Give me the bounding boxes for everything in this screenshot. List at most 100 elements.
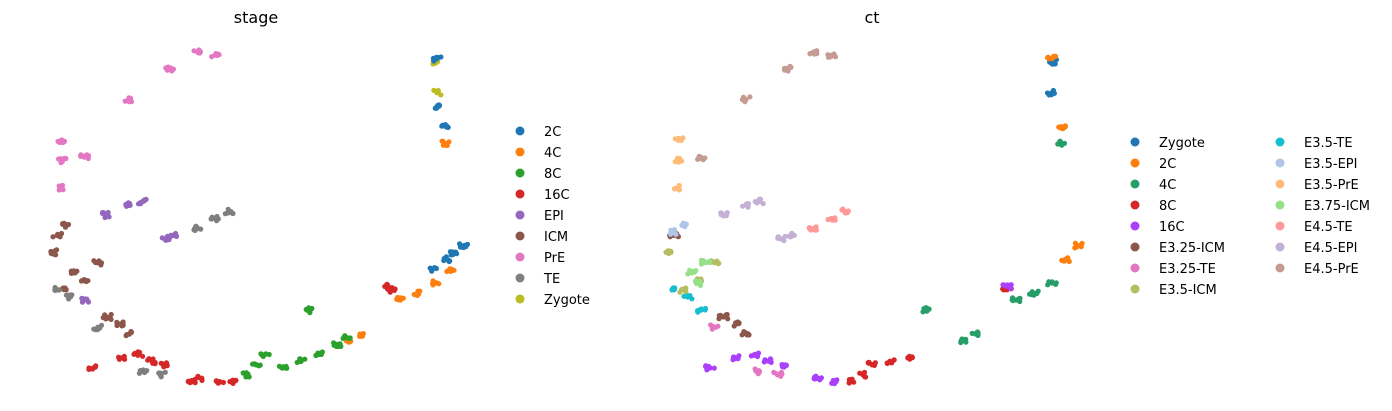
cell-point-4c — [443, 142, 449, 148]
cell-point-e3-25-icm — [716, 313, 722, 319]
cell-point-icm — [120, 322, 126, 328]
cell-point-e4-5-te — [829, 215, 835, 222]
cell-point-16c — [220, 379, 226, 386]
cell-point-4c — [962, 336, 969, 343]
cell-point-2c — [431, 58, 437, 64]
cell-point-te — [229, 210, 235, 216]
cell-point-2c — [444, 124, 451, 130]
cell-point-2c — [1073, 244, 1079, 250]
cell-point-icm — [124, 332, 130, 338]
cell-point-2c — [433, 54, 439, 60]
cell-point-4c — [969, 330, 975, 336]
cell-point-e4-5-te — [813, 227, 820, 233]
cell-point-e3-25-te — [715, 323, 721, 329]
cell-point-e4-5-epi — [724, 210, 730, 216]
cell-point-e3-5-te — [672, 286, 678, 292]
cell-point-icm — [60, 221, 66, 227]
legend-marker — [1130, 263, 1140, 273]
cell-point-2c — [1059, 257, 1065, 263]
legend-label: E3.5-TE — [1304, 136, 1353, 151]
cell-point-e3-25-te — [774, 371, 780, 377]
ct-legend: Zygote 2C 4C 8C 16C E3.25-ICM E3.25-TE E3.5-ICM… — [1130, 136, 1370, 298]
legend-label: E3.5-EPI — [1304, 157, 1357, 172]
cell-point-4c — [1059, 142, 1065, 148]
legend-label: ICM — [544, 230, 568, 245]
legend-marker — [515, 273, 525, 283]
cell-point-2c — [1078, 244, 1084, 250]
legend-marker — [515, 294, 525, 304]
cell-point-8c — [862, 374, 868, 380]
cell-point-e3-25-icm — [744, 332, 750, 338]
cell-point-te — [192, 227, 198, 233]
cell-point-epi — [99, 210, 106, 216]
cell-point-icm — [108, 316, 114, 322]
cell-point-e3-5-te — [702, 305, 709, 312]
cell-point-e3-5-pre — [675, 137, 681, 143]
legend-label: E4.5-PrE — [1304, 262, 1359, 277]
cell-point-e3-5-icm — [677, 289, 683, 295]
cell-point-e3-25-te — [752, 366, 758, 372]
cell-point-4c — [436, 281, 442, 287]
legend-marker — [1275, 200, 1285, 210]
cell-point-2c — [1050, 54, 1057, 60]
cell-point-e4-5-pre — [831, 51, 837, 57]
cell-point-16c — [121, 354, 127, 360]
cell-point-icm — [98, 260, 105, 266]
cell-point-epi — [105, 209, 111, 216]
cell-point-e4-5-te — [845, 208, 851, 214]
cell-point-16c — [150, 360, 156, 366]
legend-label: 2C — [544, 125, 561, 140]
cell-point-8c — [306, 305, 312, 311]
legend-label: E3.5-PrE — [1304, 178, 1359, 193]
stage-legend: 2C 4C 8C 16C EPI ICM PrE TE Zygote — [515, 125, 590, 308]
cell-point-te — [193, 223, 199, 229]
cell-point-e3-5-icm — [716, 260, 722, 266]
cell-point-e3-5-icm — [663, 249, 669, 255]
legend-label: E3.75-ICM — [1304, 199, 1370, 214]
cell-point-8c — [891, 357, 897, 363]
cell-point-zygote — [1051, 90, 1057, 96]
cell-point-e3-75-icm — [685, 271, 691, 277]
cell-point-e4-5-pre — [807, 51, 813, 57]
legend-label: 16C — [544, 188, 570, 203]
cell-point-e4-5-te — [839, 207, 845, 213]
cell-point-e3-75-icm — [697, 282, 704, 288]
cell-point-e3-25-te — [778, 369, 785, 375]
cell-point-e3-25-icm — [741, 329, 747, 335]
legend-marker — [515, 189, 525, 199]
cell-point-icm — [91, 258, 97, 264]
cell-point-2c — [441, 255, 447, 262]
cell-point-8c — [243, 370, 249, 376]
cell-point-16c — [781, 364, 787, 370]
cell-point-e3-5-te — [695, 308, 701, 314]
legend-label: 4C — [1159, 178, 1176, 193]
cell-point-8c — [243, 374, 250, 380]
cell-point-4c — [446, 139, 452, 145]
cell-point-epi — [173, 233, 180, 239]
cell-point-pre — [56, 183, 62, 189]
cell-point-te — [97, 325, 103, 331]
cell-point-icm — [85, 278, 91, 284]
legend-label: 8C — [1159, 199, 1176, 214]
stage-panel: stage 2C 4C 8C 16C EPI ICM PrE TE Zygote — [48, 8, 590, 386]
cell-point-8c — [253, 362, 259, 368]
cell-point-e4-5-pre — [814, 48, 820, 54]
legend-label: Zygote — [1159, 136, 1205, 151]
cell-point-16c — [730, 357, 736, 363]
cell-point-e3-5-epi — [673, 231, 679, 237]
cell-point-16c — [135, 352, 141, 358]
cell-point-16c — [1008, 286, 1014, 292]
cell-point-16c — [140, 353, 146, 359]
cell-point-8c — [346, 335, 352, 341]
cell-point-e3-25-icm — [724, 311, 730, 318]
cell-point-icm — [50, 234, 56, 240]
stage-scatter-area — [48, 47, 471, 386]
cell-point-epi — [127, 200, 133, 207]
cell-point-te — [52, 287, 58, 293]
cell-point-te — [56, 287, 62, 293]
cell-point-e4-5-epi — [757, 196, 764, 202]
legend-label: E4.5-EPI — [1304, 241, 1357, 256]
legend-label: PrE — [544, 251, 565, 266]
legend-marker — [515, 231, 525, 241]
cell-point-zygote — [431, 87, 437, 93]
